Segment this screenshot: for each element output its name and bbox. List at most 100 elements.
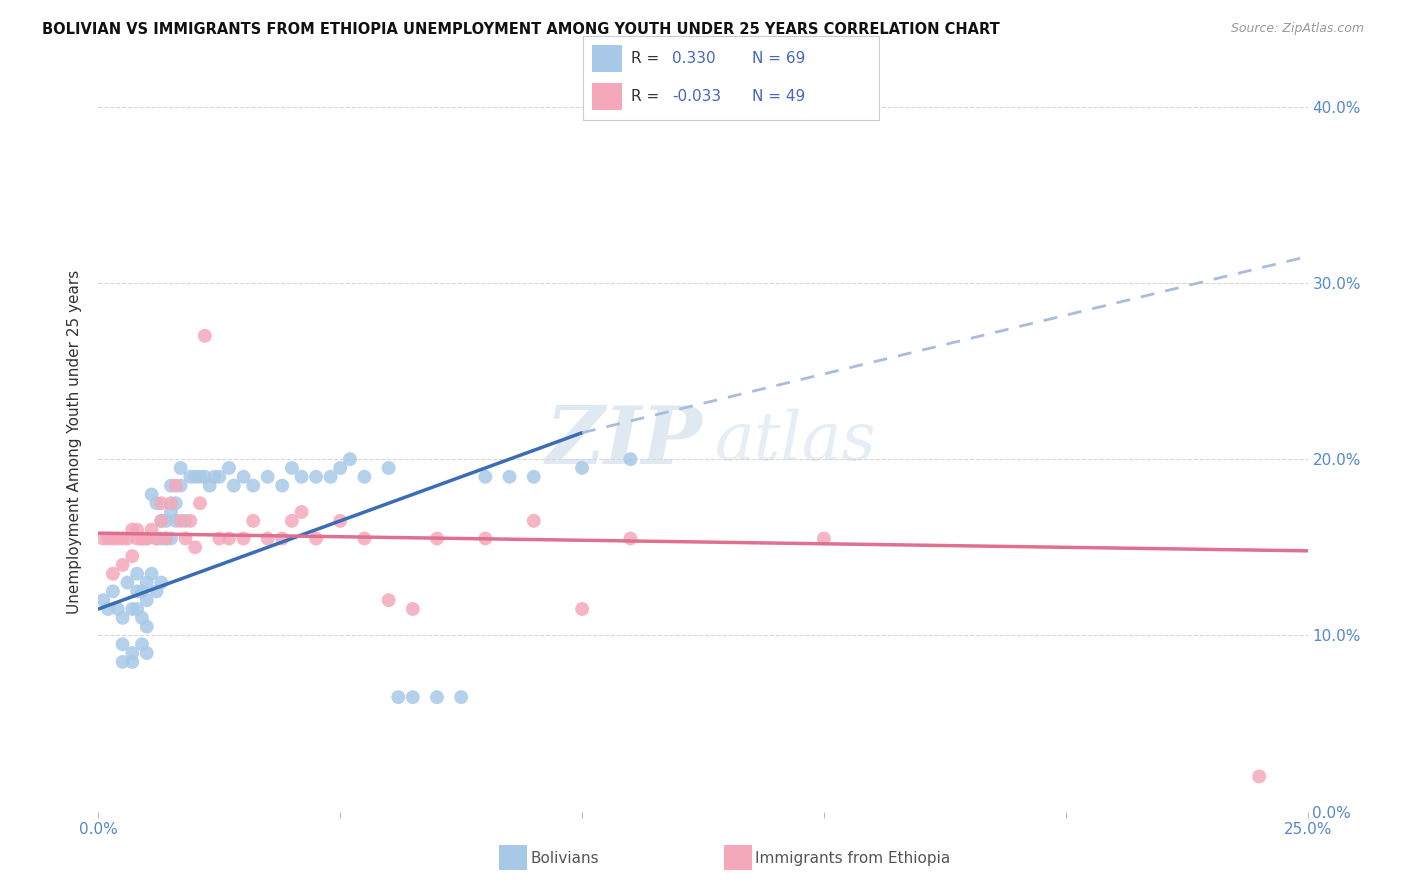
Point: [97, 532, 120, 546]
Point: [174, 514, 197, 528]
Point: [150, 496, 173, 510]
Point: [111, 655, 134, 669]
Point: [150, 532, 173, 546]
Point: [194, 470, 217, 484]
Point: [117, 532, 139, 546]
Text: BOLIVIAN VS IMMIGRANTS FROM ETHIOPIA UNEMPLOYMENT AMONG YOUTH UNDER 25 YEARS COR: BOLIVIAN VS IMMIGRANTS FROM ETHIOPIA UNE…: [42, 22, 1000, 37]
Point: [160, 532, 183, 546]
Point: [107, 602, 129, 616]
Text: atlas: atlas: [716, 409, 877, 475]
Point: [339, 452, 361, 467]
Point: [127, 602, 149, 616]
Point: [198, 478, 221, 492]
Point: [232, 532, 254, 546]
Point: [813, 532, 835, 546]
Point: [232, 470, 254, 484]
Point: [1249, 769, 1271, 783]
Point: [387, 690, 409, 705]
Text: ZIP: ZIP: [546, 403, 703, 480]
Point: [204, 470, 226, 484]
Point: [208, 470, 231, 484]
Point: [281, 461, 304, 475]
Point: [101, 566, 124, 581]
Point: [179, 470, 201, 484]
Point: [305, 470, 328, 484]
Point: [145, 532, 167, 546]
Point: [571, 602, 593, 616]
Point: [402, 690, 425, 705]
Point: [218, 461, 240, 475]
Point: [188, 470, 211, 484]
Text: -0.033: -0.033: [672, 89, 721, 104]
Point: [135, 593, 157, 607]
Point: [135, 532, 157, 546]
Point: [141, 523, 163, 537]
Point: [474, 470, 496, 484]
Point: [402, 602, 425, 616]
Point: [353, 532, 375, 546]
Y-axis label: Unemployment Among Youth under 25 years: Unemployment Among Youth under 25 years: [67, 269, 83, 614]
Point: [155, 532, 177, 546]
Text: 0.330: 0.330: [672, 51, 716, 66]
Point: [101, 584, 124, 599]
Point: [256, 532, 278, 546]
Point: [155, 532, 177, 546]
Point: [111, 532, 134, 546]
Point: [97, 602, 120, 616]
Point: [194, 328, 217, 343]
Point: [160, 505, 183, 519]
Point: [426, 690, 449, 705]
Point: [150, 514, 173, 528]
Point: [135, 575, 157, 590]
Text: R =: R =: [631, 51, 659, 66]
Point: [290, 505, 312, 519]
Point: [242, 514, 264, 528]
Point: [111, 637, 134, 651]
Point: [450, 690, 472, 705]
Point: [131, 532, 153, 546]
Point: [169, 478, 191, 492]
Point: [135, 532, 157, 546]
Point: [101, 532, 124, 546]
Point: [619, 532, 641, 546]
Point: [256, 470, 278, 484]
Point: [184, 470, 207, 484]
Point: [145, 496, 167, 510]
Point: [169, 514, 191, 528]
Point: [141, 487, 163, 501]
Point: [474, 532, 496, 546]
Point: [523, 514, 546, 528]
Point: [281, 514, 304, 528]
Point: [165, 496, 187, 510]
Point: [329, 514, 352, 528]
Point: [353, 470, 375, 484]
Text: Bolivians: Bolivians: [530, 851, 599, 865]
Point: [377, 593, 399, 607]
Point: [135, 619, 157, 633]
Point: [290, 470, 312, 484]
Point: [145, 584, 167, 599]
Point: [160, 496, 183, 510]
Point: [121, 523, 143, 537]
Point: [218, 532, 240, 546]
Point: [111, 558, 134, 572]
Point: [571, 461, 593, 475]
Point: [222, 478, 245, 492]
Point: [127, 523, 149, 537]
Point: [131, 584, 153, 599]
Point: [131, 532, 153, 546]
Point: [305, 532, 328, 546]
Point: [319, 470, 342, 484]
Point: [377, 461, 399, 475]
Point: [121, 602, 143, 616]
Point: [619, 452, 641, 467]
Point: [271, 532, 294, 546]
Bar: [592, 83, 621, 111]
Point: [117, 575, 139, 590]
Point: [135, 646, 157, 660]
Point: [426, 532, 449, 546]
Point: [271, 478, 294, 492]
Point: [91, 532, 114, 546]
Text: Immigrants from Ethiopia: Immigrants from Ethiopia: [755, 851, 950, 865]
Text: R =: R =: [631, 89, 659, 104]
